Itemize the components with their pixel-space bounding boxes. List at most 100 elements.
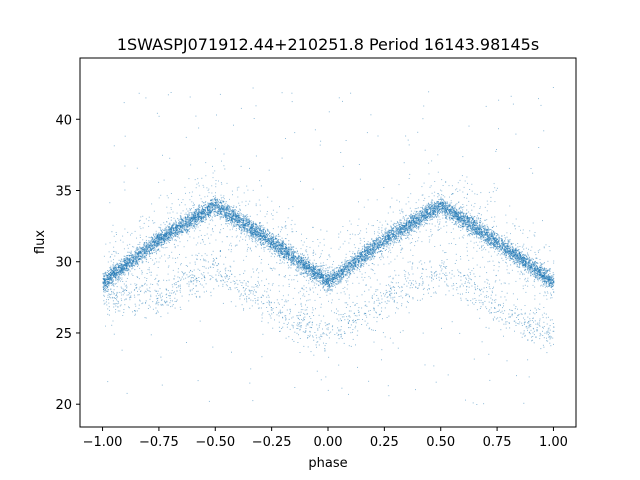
- data-point: [467, 224, 469, 226]
- data-point: [517, 260, 519, 262]
- data-point: [203, 205, 205, 207]
- data-point: [238, 227, 240, 229]
- data-point: [195, 211, 197, 212]
- data-point: [359, 253, 361, 254]
- data-point: [503, 244, 505, 246]
- data-point: [105, 289, 106, 290]
- data-point: [426, 207, 428, 209]
- data-point: [438, 211, 439, 213]
- data-point: [314, 267, 316, 269]
- data-point: [511, 248, 513, 250]
- data-point: [226, 208, 228, 210]
- data-point: [457, 210, 459, 212]
- data-point: [315, 266, 317, 268]
- data-point: [192, 211, 194, 213]
- data-point: [116, 279, 118, 281]
- data-point: [271, 240, 273, 242]
- data-point: [309, 277, 311, 279]
- data-point: [453, 208, 454, 210]
- data-point: [317, 277, 319, 279]
- data-point: [240, 230, 242, 232]
- data-point: [249, 234, 251, 236]
- data-point: [425, 222, 427, 224]
- data-point: [156, 253, 157, 255]
- data-point: [509, 252, 511, 254]
- data-point: [431, 215, 433, 217]
- data-point: [458, 211, 460, 213]
- data-point: [487, 235, 489, 237]
- data-point: [307, 257, 309, 259]
- data-point: [143, 250, 145, 252]
- data-point: [279, 245, 280, 247]
- data-point: [425, 213, 426, 215]
- data-point: [146, 248, 148, 250]
- data-point: [169, 231, 171, 233]
- data-point: [435, 203, 437, 205]
- data-point: [483, 233, 485, 235]
- data-point: [207, 208, 209, 210]
- data-point: [408, 215, 410, 216]
- data-point: [527, 272, 529, 274]
- data-point: [330, 274, 332, 276]
- data-point: [318, 268, 320, 270]
- data-point: [330, 280, 332, 282]
- data-point: [291, 252, 293, 254]
- data-point: [466, 223, 468, 225]
- data-point: [428, 205, 430, 207]
- data-point: [154, 236, 156, 238]
- data-point: [273, 234, 275, 236]
- data-point: [412, 220, 413, 221]
- data-point: [283, 243, 285, 244]
- data-point: [362, 258, 364, 260]
- data-point: [476, 237, 478, 239]
- data-point: [240, 217, 242, 219]
- data-point: [322, 271, 324, 273]
- data-point: [298, 263, 300, 265]
- data-point: [219, 216, 221, 218]
- data-point: [422, 204, 424, 206]
- data-point: [321, 271, 322, 272]
- data-point: [173, 232, 175, 234]
- data-point: [414, 230, 416, 232]
- data-point: [549, 268, 551, 270]
- data-point: [262, 243, 264, 245]
- data-point: [402, 232, 403, 234]
- data-point: [219, 210, 221, 212]
- data-point: [319, 281, 321, 283]
- data-point: [483, 229, 485, 231]
- data-point: [366, 259, 368, 261]
- data-point: [216, 201, 217, 203]
- data-point: [240, 224, 242, 226]
- data-point: [354, 265, 356, 267]
- data-point: [151, 241, 153, 243]
- data-point: [387, 239, 389, 241]
- data-point: [273, 249, 275, 251]
- data-point: [362, 251, 363, 252]
- data-point: [371, 251, 373, 253]
- data-point: [432, 207, 434, 209]
- data-point: [464, 225, 466, 227]
- data-point: [300, 268, 302, 270]
- data-point: [134, 262, 136, 264]
- data-point: [320, 283, 322, 285]
- data-point: [247, 229, 249, 231]
- data-point: [471, 209, 473, 211]
- data-point: [387, 237, 389, 239]
- data-point: [179, 229, 181, 230]
- data-point: [322, 287, 324, 289]
- data-point: [475, 222, 477, 224]
- data-point: [419, 216, 421, 218]
- data-point: [452, 208, 454, 210]
- data-point: [322, 269, 324, 271]
- data-point: [413, 230, 415, 232]
- data-point: [307, 275, 309, 276]
- data-point: [515, 247, 517, 249]
- data-point: [169, 230, 171, 232]
- data-point: [352, 256, 354, 258]
- data-point: [510, 243, 512, 245]
- data-point: [293, 250, 295, 252]
- data-point: [175, 221, 177, 223]
- data-point: [464, 217, 466, 219]
- data-point: [160, 245, 162, 247]
- data-point: [191, 224, 193, 226]
